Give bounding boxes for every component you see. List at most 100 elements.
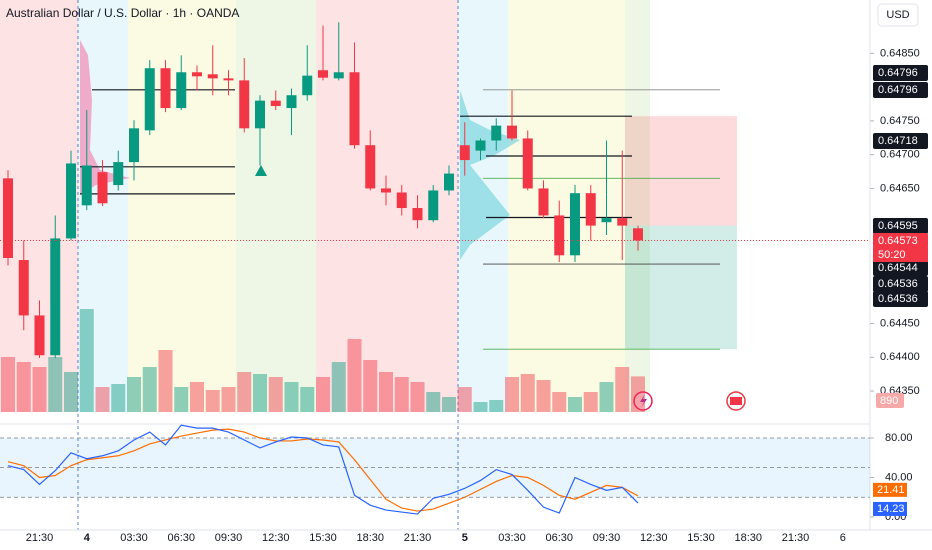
candle-body bbox=[81, 165, 92, 206]
volume-bar bbox=[536, 380, 551, 412]
volume-bar bbox=[599, 382, 614, 412]
volume-bar bbox=[174, 387, 189, 412]
y-tick-label: 0.64700 bbox=[880, 149, 920, 161]
candle-body bbox=[491, 125, 502, 141]
candle-body bbox=[412, 208, 423, 221]
candle-body bbox=[239, 80, 250, 129]
candle-body bbox=[396, 192, 407, 209]
candle-body bbox=[160, 68, 171, 109]
y-tick-label: 0.64450 bbox=[880, 317, 920, 329]
volume-bar bbox=[489, 400, 504, 412]
x-tick-label: 09:30 bbox=[215, 532, 243, 544]
candle-body bbox=[302, 75, 313, 96]
volume-bar bbox=[300, 387, 315, 412]
stoch-line bbox=[7, 424, 639, 515]
price-label: 0.64796 bbox=[878, 67, 918, 79]
candle-body bbox=[428, 190, 439, 221]
price-label: 0.64573 bbox=[878, 235, 918, 247]
volume-bar bbox=[190, 382, 204, 412]
price-label-bg bbox=[873, 218, 928, 234]
volume-bar bbox=[48, 357, 63, 412]
x-tick-label: 06:30 bbox=[167, 532, 195, 544]
x-tick-label: 18:30 bbox=[356, 532, 384, 544]
candle-body bbox=[554, 215, 565, 256]
currency[interactable]: USD bbox=[886, 9, 909, 21]
x-tick-label: 03:30 bbox=[498, 532, 526, 544]
volume-bar bbox=[32, 367, 47, 412]
volume-bar bbox=[394, 377, 409, 412]
target-zone bbox=[625, 225, 737, 350]
x-tick-label: 21:30 bbox=[404, 532, 432, 544]
volume-bar bbox=[64, 372, 78, 412]
volume-bar bbox=[316, 377, 330, 412]
price-label: 0.64536 bbox=[878, 293, 918, 305]
volume-bar bbox=[253, 374, 267, 412]
y-tick-label: 0.64650 bbox=[880, 182, 920, 194]
candle-body bbox=[617, 218, 628, 226]
price-label-bg bbox=[873, 276, 928, 292]
volume-label-bg bbox=[876, 393, 904, 408]
candle-body bbox=[223, 78, 234, 81]
volume-bar bbox=[79, 309, 94, 412]
volume-bar bbox=[16, 362, 31, 412]
price-label-bg bbox=[873, 82, 928, 98]
volume-bar bbox=[520, 374, 535, 412]
stoch-value: 14.23 bbox=[877, 503, 905, 515]
volume-bar bbox=[221, 387, 236, 412]
x-tick-label: 09:30 bbox=[593, 532, 621, 544]
price-label-bg bbox=[873, 260, 928, 276]
candle-body bbox=[34, 315, 45, 356]
volume-bar bbox=[583, 392, 598, 412]
candle-body bbox=[255, 100, 265, 129]
x-tick-label: 21:30 bbox=[782, 532, 810, 544]
volume-bar bbox=[331, 362, 346, 412]
candle-body bbox=[381, 188, 391, 193]
candle-body bbox=[144, 68, 155, 131]
candle-body bbox=[129, 128, 139, 163]
stoch-line bbox=[7, 428, 639, 512]
x-tick-label: 21:30 bbox=[26, 532, 54, 544]
candle-body bbox=[66, 163, 76, 239]
candle-body bbox=[270, 100, 281, 107]
volume-bar bbox=[268, 377, 283, 412]
candle-body bbox=[475, 140, 486, 151]
stoch-value: 21.41 bbox=[877, 484, 905, 496]
volume-bar bbox=[473, 402, 488, 412]
volume-profile bbox=[80, 40, 130, 195]
currency-button[interactable] bbox=[877, 3, 919, 27]
volume-bar bbox=[615, 367, 630, 412]
candle-body bbox=[538, 188, 549, 216]
candle-body bbox=[585, 193, 596, 226]
volume-bar bbox=[158, 350, 173, 412]
volume-bar bbox=[363, 360, 378, 412]
price-label: 0.64544 bbox=[878, 262, 918, 274]
volume-bar bbox=[410, 382, 425, 412]
x-tick-label: 15:30 bbox=[687, 532, 715, 544]
stoch-value-bg bbox=[873, 482, 907, 497]
candle-body bbox=[570, 193, 580, 256]
volume-bar bbox=[631, 376, 645, 412]
countdown-bg bbox=[873, 248, 928, 262]
signal-marker bbox=[255, 165, 267, 176]
price-label-bg bbox=[873, 291, 928, 307]
volume-bar bbox=[442, 397, 456, 412]
candle-body bbox=[3, 178, 13, 259]
stoch-value-bg bbox=[873, 501, 907, 516]
volume-bar bbox=[347, 339, 362, 412]
volume-bar bbox=[552, 392, 567, 412]
candle-body bbox=[444, 173, 454, 191]
candle-body bbox=[507, 125, 517, 139]
volume-bar bbox=[95, 387, 110, 412]
volume-bar bbox=[142, 367, 157, 412]
session-bg bbox=[625, 0, 650, 412]
volume-bar bbox=[505, 377, 519, 412]
volume-bar bbox=[111, 384, 126, 412]
candle-body bbox=[97, 172, 108, 204]
candle-body bbox=[286, 95, 297, 109]
y-tick-label: 0.64850 bbox=[880, 47, 920, 59]
price-label-bg bbox=[873, 65, 928, 81]
sessions bbox=[0, 0, 650, 412]
x-tick-label: 12:30 bbox=[640, 532, 668, 544]
candle-body bbox=[459, 145, 470, 161]
candle-body bbox=[601, 218, 612, 223]
